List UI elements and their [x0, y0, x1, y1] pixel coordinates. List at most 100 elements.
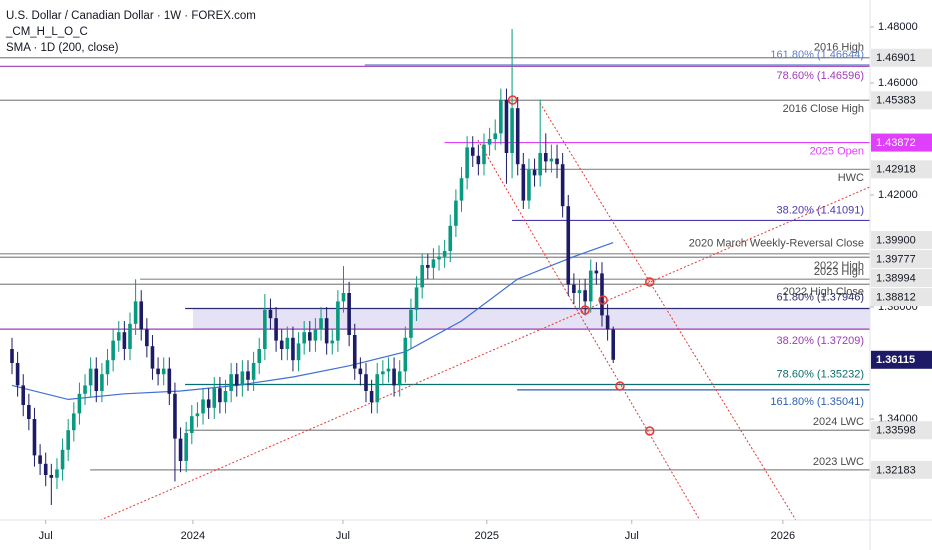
candle-body: [392, 368, 396, 386]
candle-body: [611, 329, 616, 360]
price-tag-label: 1.43872: [876, 137, 916, 149]
candle-body: [72, 413, 76, 431]
indicator-label: _CM_H_L_O_C: [5, 26, 88, 38]
x-tick-label: 2025: [475, 530, 499, 542]
marker: [507, 95, 518, 105]
candle-body: [161, 368, 166, 375]
level-label: 2016 High: [814, 42, 864, 54]
candle-body: [476, 155, 481, 165]
x-tick-label: 2024: [181, 530, 205, 542]
candle-body: [600, 273, 604, 316]
candle-body: [499, 99, 503, 134]
level-label: 61.80% (1.37946): [777, 291, 864, 303]
candle-body: [330, 340, 335, 344]
price-tag: [871, 133, 932, 152]
candle-body: [431, 259, 436, 268]
candle-body: [386, 368, 391, 372]
x-tick-label: Jul: [39, 530, 53, 542]
candle-body: [251, 363, 256, 380]
price-tag-label: 1.33598: [876, 425, 916, 437]
price-tag: [871, 91, 932, 110]
price-tag-label: 1.38994: [876, 273, 916, 285]
x-tick-label: 2026: [771, 530, 795, 542]
level-label: 78.60% (1.46596): [777, 70, 864, 82]
candle-body: [364, 374, 368, 392]
candle-body: [88, 368, 93, 386]
candle-body: [274, 318, 278, 341]
level-label: 161.80% (1.46644): [770, 49, 864, 61]
candle-body: [150, 346, 155, 369]
fib-zone: [192, 308, 870, 330]
candle-body: [218, 388, 222, 403]
candle-body: [111, 340, 115, 361]
candle-body: [206, 399, 211, 408]
candle-body: [358, 368, 363, 375]
marker: [644, 277, 655, 287]
candle-body: [285, 337, 290, 350]
candle-body: [116, 332, 121, 341]
candle-body: [223, 391, 228, 403]
candle-body: [55, 469, 59, 478]
candle-body: [482, 144, 486, 165]
level-label: 78.60% (1.35232): [777, 368, 864, 380]
candle-body: [583, 290, 587, 302]
candle-body: [212, 388, 217, 408]
candle-body: [139, 301, 144, 330]
candle-body: [246, 371, 250, 380]
candle-body: [128, 323, 132, 350]
price-tag-label: 1.38812: [876, 292, 916, 304]
candle-body: [49, 475, 54, 478]
candle-body: [279, 340, 284, 350]
candle-body: [302, 332, 306, 344]
candle-body: [493, 133, 498, 139]
candle-body: [487, 138, 492, 145]
level-label: 2023 LWC: [813, 456, 864, 468]
level-label: 2023 High: [814, 266, 864, 278]
candle-body: [167, 368, 172, 394]
candle-body: [240, 371, 245, 386]
candle-body: [341, 292, 346, 302]
level-label: 2022 High: [814, 260, 864, 272]
level-label: 38.20% (1.41091): [777, 204, 864, 216]
level-label: 38.20% (1.37209): [777, 335, 864, 347]
candle-body: [527, 169, 531, 201]
price-tag: [871, 269, 932, 288]
candle-body: [257, 349, 262, 364]
candle-body: [66, 430, 70, 450]
candle-body: [442, 250, 447, 257]
candle-body: [588, 270, 593, 302]
y-tick-label: 1.42000: [878, 189, 918, 201]
y-tick-label: 1.48000: [878, 21, 918, 33]
candle-body: [549, 158, 554, 162]
plot-area: [0, 28, 870, 520]
candle-body: [319, 318, 323, 330]
candle-body: [448, 225, 453, 251]
chart-title: U.S. Dollar / Canadian Dollar · 1W · FOR…: [6, 10, 256, 22]
x-tick-label: Jul: [336, 530, 350, 542]
price-tag-label: 1.32183: [876, 464, 916, 476]
sma-line: [11, 242, 614, 401]
candle-body: [572, 284, 576, 293]
level-label: 2022 High Close: [783, 286, 864, 298]
y-tick-label: 1.46000: [878, 77, 918, 89]
candle-body: [336, 301, 340, 341]
candle-body: [83, 385, 87, 394]
candle-body: [510, 108, 514, 153]
candle-body: [27, 405, 31, 420]
candle-body: [133, 301, 138, 324]
candle-body: [122, 332, 127, 350]
candle-body: [324, 318, 329, 344]
candle-body: [560, 164, 565, 207]
candle-body: [381, 371, 385, 375]
trendline: [539, 102, 797, 520]
candle-body: [60, 449, 65, 470]
candle-body: [43, 463, 48, 476]
candle-body: [313, 329, 318, 341]
price-tag: [871, 48, 932, 67]
candle-body: [184, 433, 188, 462]
